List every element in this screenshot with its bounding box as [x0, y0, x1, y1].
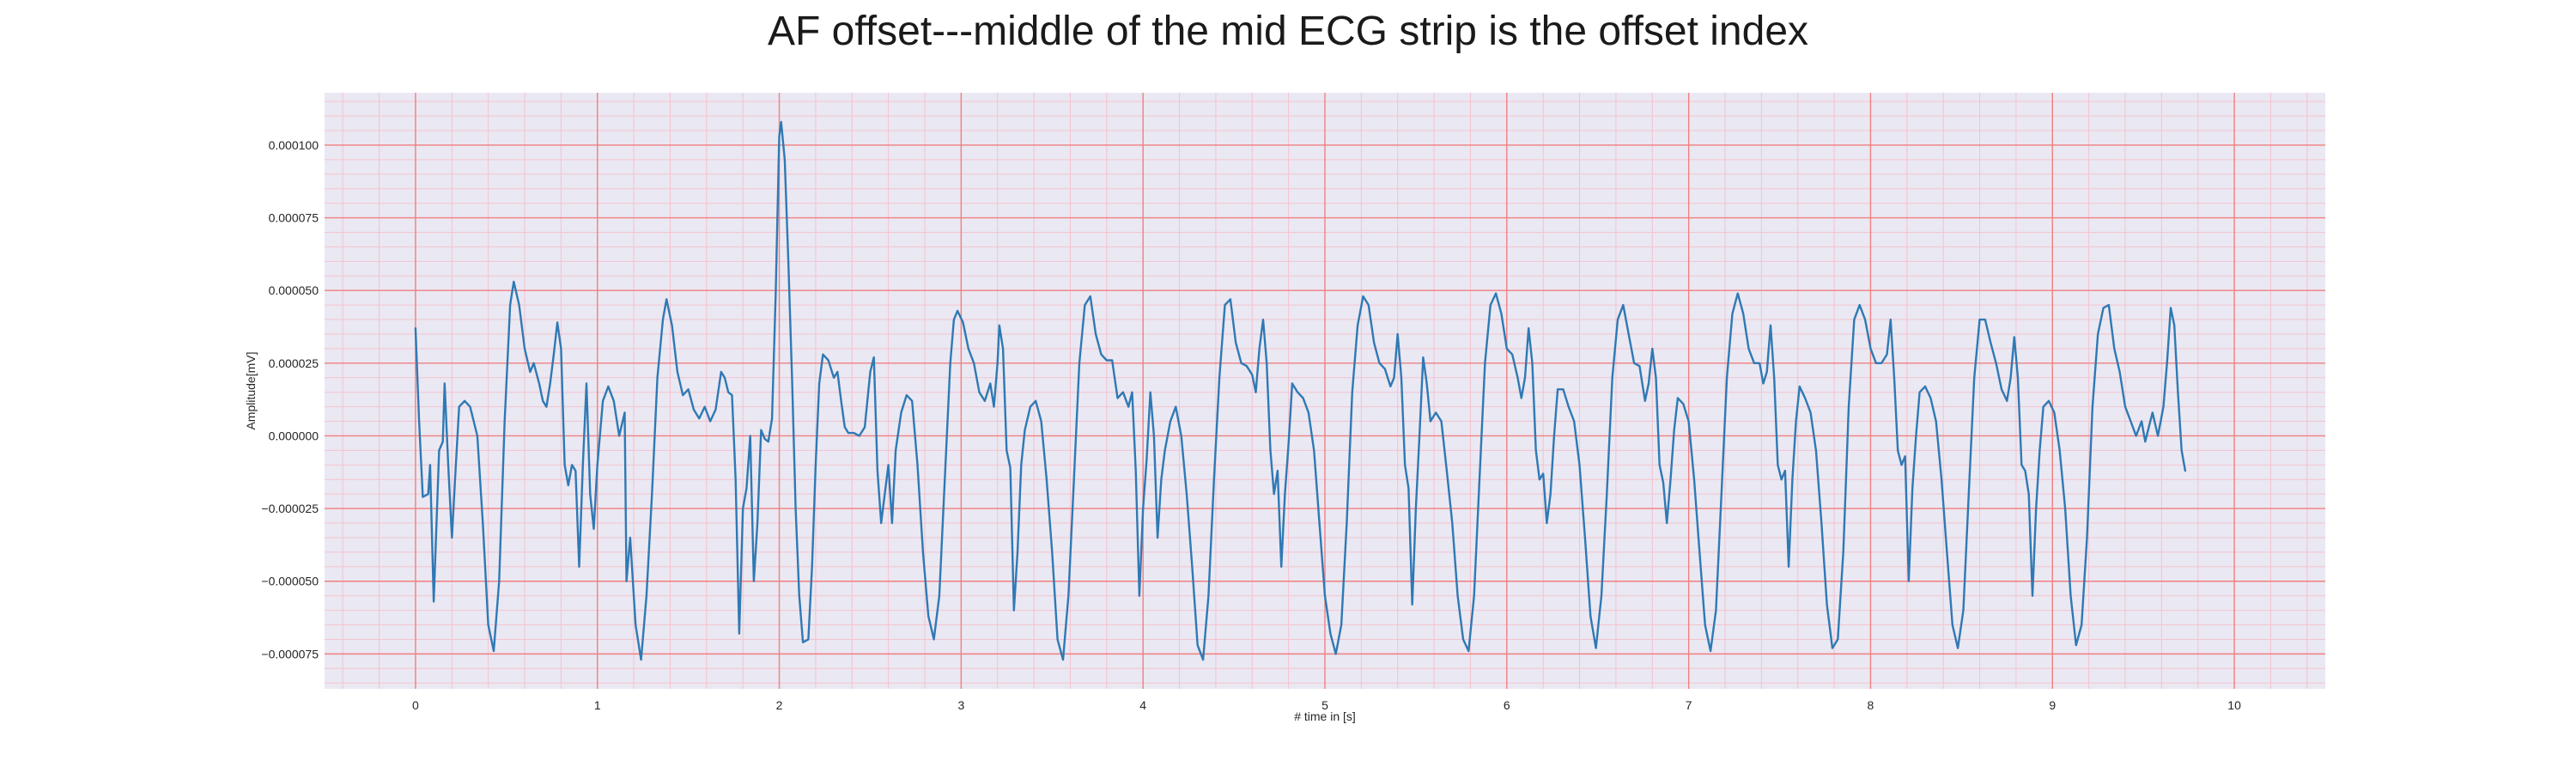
x-tick-label: 6 — [1504, 698, 1510, 712]
x-tick-labels: 0 1 2 3 4 5 6 7 8 9 10 — [412, 698, 2241, 712]
x-tick-label: 8 — [1868, 698, 1874, 712]
x-tick-label: 4 — [1139, 698, 1146, 712]
major-grid — [325, 93, 2325, 689]
ecg-trace — [414, 120, 2187, 661]
y-tick-label: 0.000100 — [269, 138, 319, 152]
y-tick-labels: 0.000100 0.000075 0.000050 0.000025 0.000000… — [261, 138, 319, 660]
x-tick-label: 3 — [957, 698, 964, 712]
y-tick-label: −0.000025 — [261, 502, 319, 515]
y-tick-label: −0.000075 — [261, 647, 319, 660]
x-tick-label: 9 — [2049, 698, 2056, 712]
x-axis-label: # time in [s] — [1294, 709, 1356, 723]
y-tick-label: 0.000025 — [269, 356, 319, 370]
x-tick-label: 2 — [776, 698, 783, 712]
y-tick-label: 0.000000 — [269, 429, 319, 442]
y-tick-label: 0.000050 — [269, 283, 319, 297]
x-tick-label: 5 — [1321, 698, 1328, 712]
x-tick-label: 10 — [2227, 698, 2241, 712]
x-tick-label: 1 — [594, 698, 601, 712]
y-tick-label: 0.000075 — [269, 211, 319, 225]
chart-title: AF offset---middle of the mid ECG strip … — [768, 9, 1808, 54]
y-tick-label: −0.000050 — [261, 575, 319, 588]
y-axis-label: Amplitude[mV] — [244, 351, 258, 429]
x-tick-label: 7 — [1686, 698, 1692, 712]
x-tick-label: 0 — [412, 698, 419, 712]
